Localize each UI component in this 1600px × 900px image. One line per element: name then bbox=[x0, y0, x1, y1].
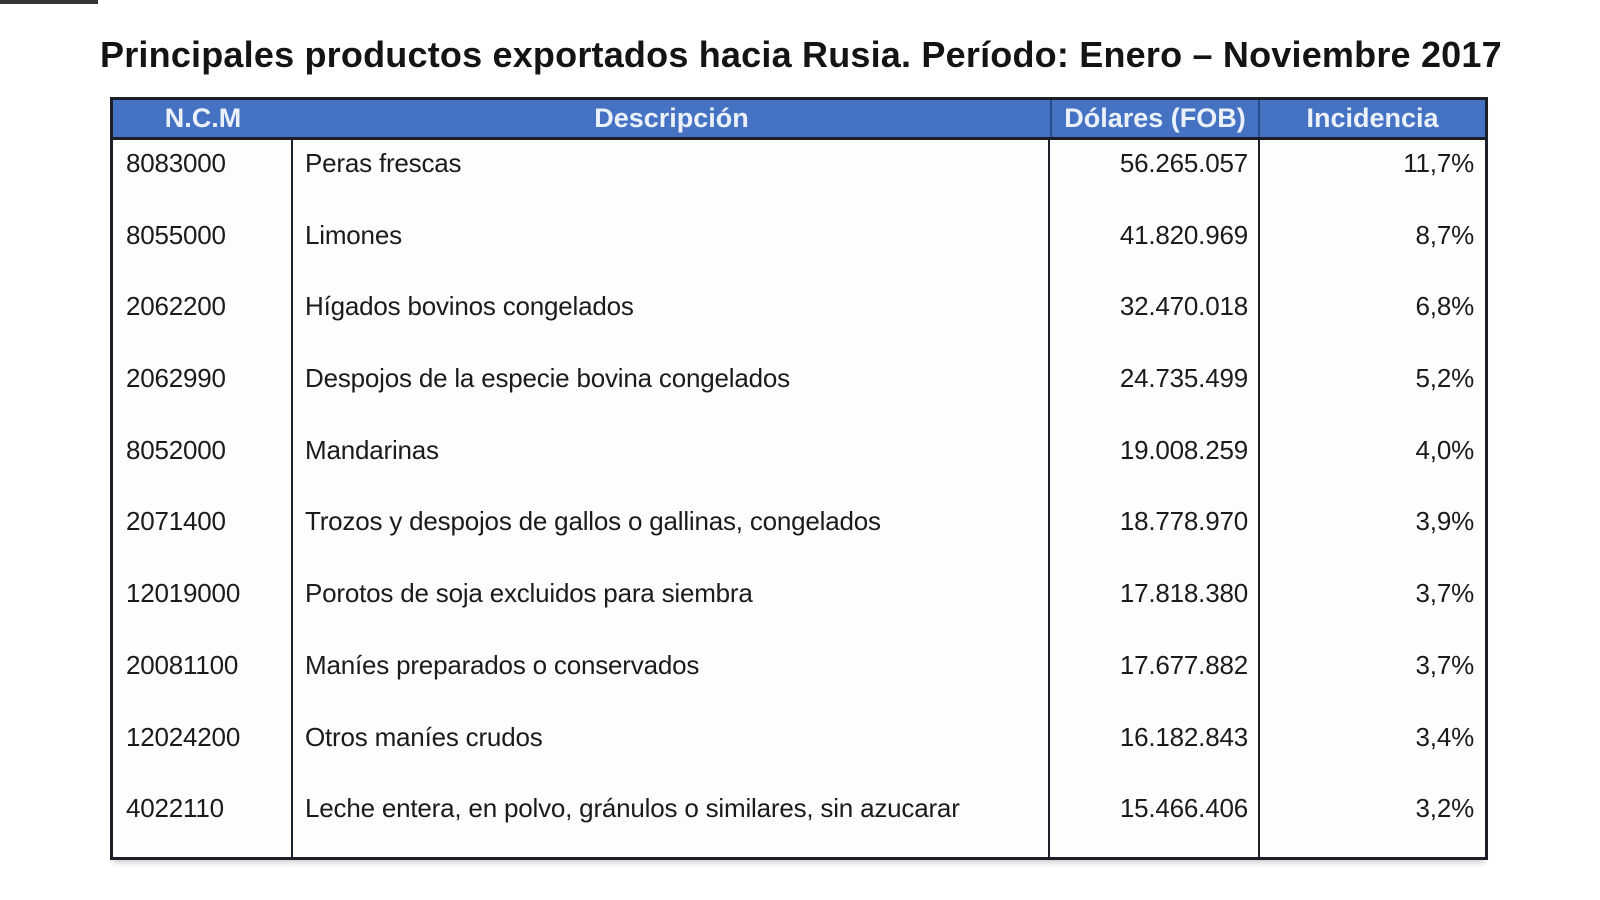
table-row: 4022110 Leche entera, en polvo, gránulos… bbox=[113, 785, 1485, 857]
exports-table: N.C.M Descripción Dólares (FOB) Incidenc… bbox=[110, 97, 1488, 860]
description-cell: Despojos de la especie bovina congelados bbox=[293, 355, 1050, 427]
table-row: 8052000 Mandarinas 19.008.259 4,0% bbox=[113, 426, 1485, 499]
ncm-cell: 8055000 bbox=[113, 211, 293, 284]
incidence-cell: 3,2% bbox=[1415, 793, 1475, 824]
description-cell: Limones bbox=[293, 211, 1050, 284]
screenshot-edge-artifact bbox=[0, 0, 98, 4]
description-cell: Peras frescas bbox=[293, 140, 1050, 212]
dollars-cell: 41.820.969 bbox=[1050, 211, 1260, 284]
incidence-cell: 6,8% bbox=[1415, 291, 1475, 322]
dollars-cell: 32.470.018 bbox=[1050, 283, 1260, 356]
incidence-cell: 3,9% bbox=[1415, 506, 1475, 537]
incidence-cell: 3,7% bbox=[1415, 578, 1475, 609]
description-cell: Trozos y despojos de gallos o gallinas, … bbox=[293, 498, 1050, 571]
ncm-cell: 2062990 bbox=[113, 355, 293, 427]
table-row: 2071400 Trozos y despojos de gallos o ga… bbox=[113, 498, 1485, 571]
ncm-cell: 2071400 bbox=[113, 498, 293, 571]
description-cell: Hígados bovinos congelados bbox=[293, 283, 1050, 356]
table-row: 2062200 Hígados bovinos congelados 32.47… bbox=[113, 283, 1485, 356]
table-row: 12024200 Otros maníes crudos 16.182.843 … bbox=[113, 713, 1485, 786]
incidence-cell: 4,0% bbox=[1415, 434, 1475, 465]
ncm-cell: 8052000 bbox=[113, 426, 293, 499]
column-header-dolares-fob: Dólares (FOB) bbox=[1050, 100, 1260, 137]
dollars-cell: 17.677.882 bbox=[1050, 641, 1260, 714]
table-header-row: N.C.M Descripción Dólares (FOB) Incidenc… bbox=[113, 100, 1485, 140]
table-row: 12019000 Porotos de soja excluidos para … bbox=[113, 570, 1485, 642]
incidence-cell: 11,7% bbox=[1403, 148, 1474, 178]
description-cell: Maníes preparados o conservados bbox=[293, 641, 1050, 714]
table-row: 8083000 Peras frescas 56.265.057 11,7% bbox=[113, 140, 1485, 212]
dollars-cell: 17.818.380 bbox=[1050, 570, 1260, 642]
incidence-cell: 3,7% bbox=[1415, 649, 1475, 680]
description-cell: Porotos de soja excluidos para siembra bbox=[293, 570, 1050, 642]
table-row: 8055000 Limones 41.820.969 8,7% bbox=[113, 211, 1485, 284]
ncm-cell: 12024200 bbox=[113, 713, 293, 786]
ncm-cell: 12019000 bbox=[113, 570, 293, 642]
ncm-cell: 20081100 bbox=[113, 641, 293, 714]
description-cell: Leche entera, en polvo, gránulos o simil… bbox=[293, 785, 1050, 857]
ncm-cell: 8083000 bbox=[113, 140, 293, 212]
description-cell: Otros maníes crudos bbox=[293, 713, 1050, 786]
dollars-cell: 24.735.499 bbox=[1050, 355, 1260, 427]
table-row: 20081100 Maníes preparados o conservados… bbox=[113, 641, 1485, 714]
incidence-cell: 8,7% bbox=[1415, 219, 1475, 250]
incidence-cell: 5,2% bbox=[1415, 363, 1475, 394]
incidence-cell: 3,4% bbox=[1415, 721, 1475, 752]
dollars-cell: 16.182.843 bbox=[1050, 713, 1260, 786]
dollars-cell: 19.008.259 bbox=[1050, 426, 1260, 499]
ncm-cell: 2062200 bbox=[113, 283, 293, 356]
column-header-descripcion: Descripción bbox=[594, 103, 749, 133]
dollars-cell: 18.778.970 bbox=[1050, 498, 1260, 571]
column-header-ncm: N.C.M bbox=[164, 103, 242, 133]
dollars-cell: 56.265.057 bbox=[1050, 140, 1260, 212]
page-title: Principales productos exportados hacia R… bbox=[100, 34, 1502, 75]
column-header-incidencia: Incidencia bbox=[1306, 103, 1439, 133]
table-row: 2062990 Despojos de la especie bovina co… bbox=[113, 355, 1485, 427]
ncm-cell: 4022110 bbox=[113, 785, 293, 857]
description-cell: Mandarinas bbox=[293, 426, 1050, 499]
table-body: 8083000 Peras frescas 56.265.057 11,7% 8… bbox=[113, 140, 1485, 857]
dollars-cell: 15.466.406 bbox=[1050, 785, 1260, 857]
